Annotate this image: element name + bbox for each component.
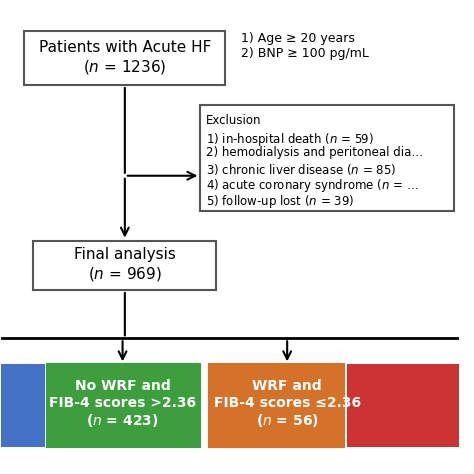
Text: Final analysis
($n$ = 969): Final analysis ($n$ = 969) [74,247,176,283]
Text: Exclusion: Exclusion [206,114,261,127]
Bar [1,364,45,447]
Text: 5) follow-up lost ($n$ = 39): 5) follow-up lost ($n$ = 39) [206,193,354,210]
Text: No WRF and
FIB-4 scores >2.36
($n$ = 423): No WRF and FIB-4 scores >2.36 ($n$ = 423… [49,379,196,429]
Text: 4) acute coronary syndrome ($n$ = …: 4) acute coronary syndrome ($n$ = … [206,177,418,194]
Text: 1) in-hospital death ($n$ = 59): 1) in-hospital death ($n$ = 59) [206,130,374,147]
FancyBboxPatch shape [24,31,226,85]
Text: 1) Age ≥ 20 years
2) BNP ≥ 100 pg/mL: 1) Age ≥ 20 years 2) BNP ≥ 100 pg/mL [241,32,369,60]
FancyBboxPatch shape [201,105,454,211]
FancyBboxPatch shape [210,364,344,447]
FancyBboxPatch shape [33,240,216,290]
Text: WRF and
FIB-4 scores ≤2.36
($n$ = 56): WRF and FIB-4 scores ≤2.36 ($n$ = 56) [214,379,361,429]
Bar [346,364,459,447]
Text: 3) chronic liver disease ($n$ = 85): 3) chronic liver disease ($n$ = 85) [206,162,396,177]
FancyBboxPatch shape [47,364,201,447]
Text: Patients with Acute HF
($n$ = 1236): Patients with Acute HF ($n$ = 1236) [39,40,211,76]
Text: 2) hemodialysis and peritoneal dia…: 2) hemodialysis and peritoneal dia… [206,146,423,159]
